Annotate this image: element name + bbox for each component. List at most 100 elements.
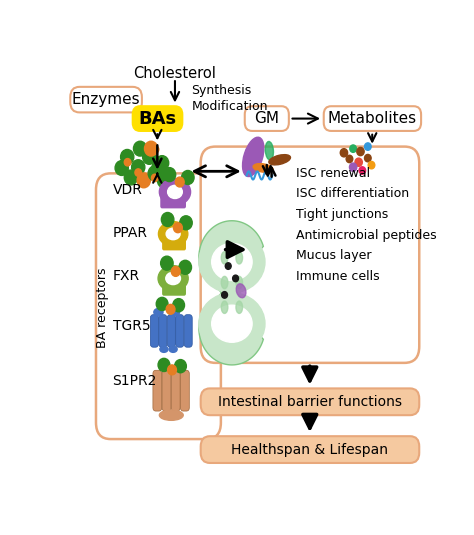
Circle shape <box>357 148 364 156</box>
FancyBboxPatch shape <box>201 147 419 363</box>
Circle shape <box>132 160 145 174</box>
Text: ISC differentiation: ISC differentiation <box>296 187 410 201</box>
FancyBboxPatch shape <box>245 106 289 131</box>
FancyBboxPatch shape <box>70 87 142 112</box>
Circle shape <box>157 173 171 188</box>
FancyBboxPatch shape <box>181 370 189 411</box>
Text: FXR: FXR <box>112 269 140 284</box>
Polygon shape <box>199 221 264 365</box>
Text: Enzymes: Enzymes <box>72 92 140 107</box>
Ellipse shape <box>169 346 177 353</box>
Text: VDR: VDR <box>112 183 142 197</box>
Ellipse shape <box>159 179 191 205</box>
Ellipse shape <box>236 277 243 289</box>
Ellipse shape <box>166 228 180 240</box>
Text: Antimicrobial peptides: Antimicrobial peptides <box>296 228 437 242</box>
Ellipse shape <box>243 137 264 177</box>
Text: Synthesis
Modification: Synthesis Modification <box>191 85 268 113</box>
Text: TGR5: TGR5 <box>112 319 150 333</box>
Circle shape <box>124 158 131 166</box>
Ellipse shape <box>253 164 273 172</box>
Circle shape <box>135 169 142 176</box>
Circle shape <box>175 177 184 187</box>
FancyBboxPatch shape <box>167 315 175 347</box>
Circle shape <box>152 160 165 175</box>
FancyBboxPatch shape <box>159 315 167 347</box>
Circle shape <box>182 171 194 185</box>
Circle shape <box>359 167 365 174</box>
FancyBboxPatch shape <box>324 106 421 131</box>
Circle shape <box>161 256 173 270</box>
Text: ISC renewal: ISC renewal <box>296 167 370 180</box>
Ellipse shape <box>221 277 228 289</box>
FancyBboxPatch shape <box>201 436 419 463</box>
Circle shape <box>171 266 180 277</box>
Text: BA receptors: BA receptors <box>96 267 109 348</box>
Ellipse shape <box>170 309 180 316</box>
Ellipse shape <box>199 293 265 355</box>
Ellipse shape <box>269 155 291 165</box>
Circle shape <box>166 304 175 314</box>
Circle shape <box>346 155 353 163</box>
Circle shape <box>148 166 161 181</box>
Ellipse shape <box>212 305 252 342</box>
FancyBboxPatch shape <box>153 370 162 411</box>
Text: Healthspan & Lifespan: Healthspan & Lifespan <box>231 442 389 456</box>
Circle shape <box>349 163 357 171</box>
Ellipse shape <box>221 301 228 314</box>
Ellipse shape <box>236 284 246 298</box>
Ellipse shape <box>158 221 188 246</box>
Text: PPAR: PPAR <box>112 226 147 240</box>
FancyBboxPatch shape <box>171 370 180 411</box>
FancyBboxPatch shape <box>162 284 186 296</box>
Circle shape <box>120 149 134 164</box>
Ellipse shape <box>221 251 228 264</box>
Ellipse shape <box>160 346 168 353</box>
Circle shape <box>365 143 371 150</box>
Ellipse shape <box>199 231 265 293</box>
Circle shape <box>233 275 238 282</box>
FancyBboxPatch shape <box>162 239 186 250</box>
Text: S1PR2: S1PR2 <box>112 374 157 388</box>
Circle shape <box>180 216 192 230</box>
FancyBboxPatch shape <box>133 106 182 131</box>
Text: Intestinal barrier functions: Intestinal barrier functions <box>218 395 402 409</box>
Ellipse shape <box>212 243 252 280</box>
Circle shape <box>143 149 156 164</box>
Circle shape <box>168 365 176 375</box>
FancyBboxPatch shape <box>160 196 186 209</box>
Text: Metabolites: Metabolites <box>328 111 417 126</box>
FancyBboxPatch shape <box>162 370 171 411</box>
Circle shape <box>115 160 128 175</box>
FancyBboxPatch shape <box>223 266 241 319</box>
Circle shape <box>368 162 375 169</box>
Circle shape <box>145 141 158 156</box>
Ellipse shape <box>265 141 273 160</box>
Circle shape <box>152 174 158 181</box>
FancyBboxPatch shape <box>201 388 419 415</box>
Circle shape <box>173 299 184 312</box>
Text: Tight junctions: Tight junctions <box>296 208 388 221</box>
Circle shape <box>152 146 159 153</box>
Ellipse shape <box>159 410 183 421</box>
Ellipse shape <box>236 301 243 314</box>
Text: Mucus layer: Mucus layer <box>296 249 372 262</box>
Circle shape <box>173 223 182 233</box>
Circle shape <box>365 155 371 162</box>
Circle shape <box>156 297 168 310</box>
Ellipse shape <box>168 185 182 198</box>
FancyBboxPatch shape <box>184 315 192 347</box>
Text: GM: GM <box>255 111 279 126</box>
Circle shape <box>355 158 362 166</box>
Circle shape <box>179 261 191 274</box>
Circle shape <box>163 167 176 181</box>
Circle shape <box>155 156 169 171</box>
Circle shape <box>134 141 146 156</box>
Circle shape <box>225 263 231 269</box>
Circle shape <box>158 358 170 371</box>
Circle shape <box>161 212 174 226</box>
Circle shape <box>174 360 186 373</box>
Ellipse shape <box>166 272 181 285</box>
Text: Cholesterol: Cholesterol <box>134 66 217 81</box>
FancyBboxPatch shape <box>96 173 221 439</box>
